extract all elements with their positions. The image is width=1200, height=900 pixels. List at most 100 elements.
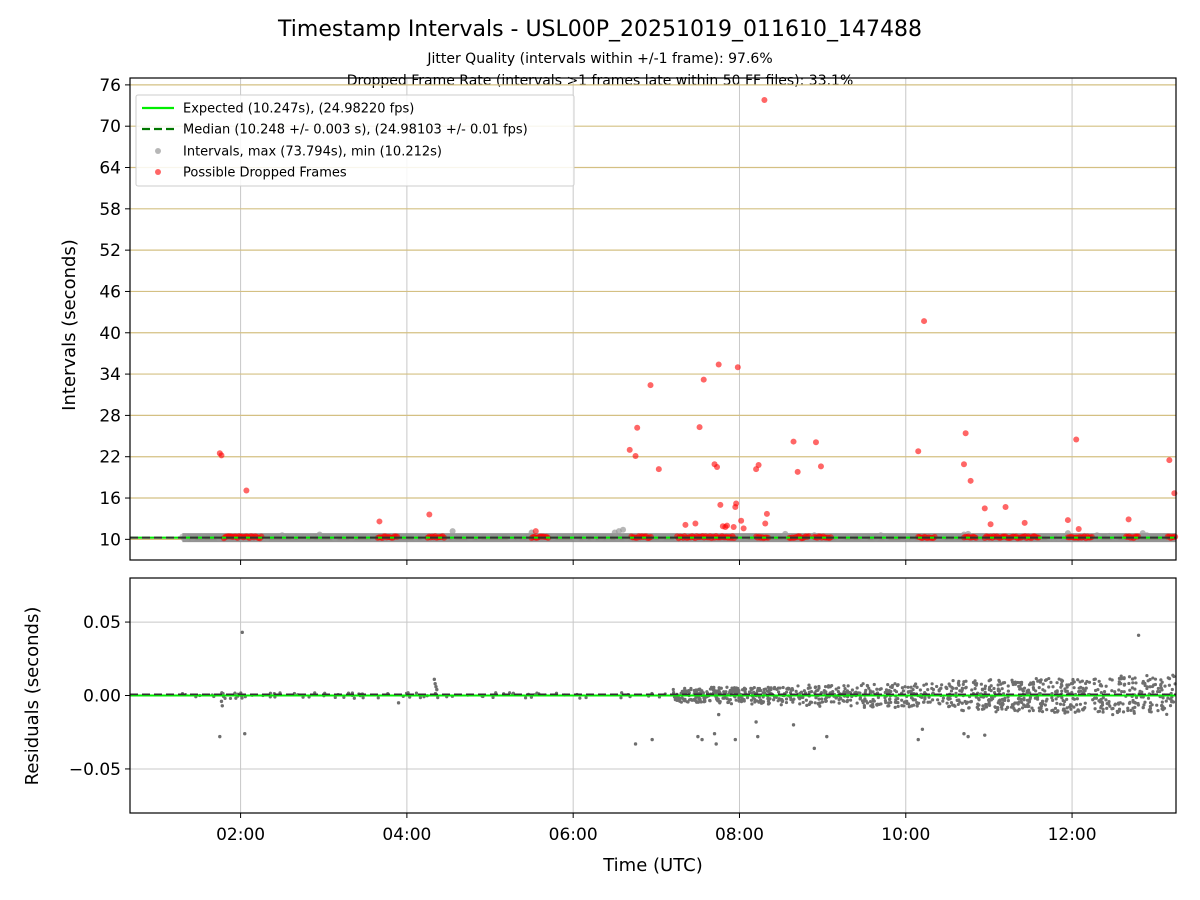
residual-point [823,691,827,695]
residual-point [893,700,898,704]
residual-point [578,696,582,700]
residual-point [1093,707,1097,711]
residual-point [845,700,849,704]
residual-point [1020,706,1025,710]
residual-point [1077,686,1081,690]
residual-point [1000,687,1004,691]
residual-point [998,698,1002,702]
residual-point [1105,701,1109,706]
residual-point [1045,708,1049,712]
dropped-frame-point [714,464,721,471]
residual-point [886,683,890,687]
residual-point [814,689,818,693]
residual-point [974,683,978,687]
residual-point [1038,680,1042,684]
residual-point [1145,685,1149,689]
residual-point [947,705,951,709]
residual-point [756,734,760,739]
residual-point [998,702,1002,706]
residual-point [820,700,825,704]
residual-point [1069,681,1074,686]
residual-point [837,686,841,690]
residual-point [957,679,961,683]
residual-point [938,687,942,691]
residual-point [1143,681,1147,686]
dropped-frame-point [763,510,770,517]
residual-point [896,704,900,708]
residual-point [1133,676,1137,680]
x-axis-label: Time (UTC) [602,855,703,876]
residual-point [875,702,879,707]
residual-point [766,685,770,689]
residual-point [983,684,988,688]
residual-point [775,687,779,691]
residual-point [997,679,1002,684]
residual-point [1070,691,1074,695]
residual-point [846,691,850,695]
residual-point [808,700,813,704]
residual-point [971,680,976,685]
residual-point [900,686,904,690]
residual-point [1055,689,1059,693]
residual-point [1022,686,1027,690]
residual-point [1002,680,1007,685]
residual-point [996,683,1000,687]
residual-point [789,697,793,702]
residual-point [818,704,822,708]
residual-point [686,700,690,704]
dropped-frame-point [734,364,741,371]
residual-point [734,698,738,702]
interval-point [412,533,419,540]
interval-point [945,533,952,540]
dropped-frame-point [921,318,928,325]
residual-point [1172,674,1176,679]
residual-point [220,704,224,708]
residual-point [928,700,932,704]
residual-point [1146,696,1151,700]
residual-point [1051,685,1055,689]
residual-point [804,698,808,702]
dropped-frame-point [1064,517,1071,524]
residual-point [1016,680,1020,685]
residual-point [1132,709,1136,714]
intervals-y-tick-label: 22 [99,448,121,468]
residual-point [396,701,401,705]
residual-point [887,704,891,708]
dropped-frame-point [717,501,724,508]
residual-point [1122,677,1126,681]
residual-point [650,737,654,742]
residual-point [801,700,805,705]
dropped-frame-point [762,520,769,527]
residual-point [879,687,883,691]
residual-point [730,690,735,694]
residual-point [1044,678,1049,682]
residual-point [1081,687,1085,691]
residual-point [1102,690,1107,694]
dropped-frame-point [692,520,699,527]
residual-point [915,704,919,708]
residual-point [906,685,910,689]
residual-point [784,697,789,701]
residual-point [1148,685,1152,689]
residual-point [1136,633,1141,637]
residual-point [969,699,974,704]
residual-point [767,701,771,705]
residual-point [361,696,365,700]
legend-expected-label: Expected (10.247s), (24.98220 fps) [183,102,414,117]
residual-point [1087,680,1092,684]
residual-point [954,686,959,690]
residual-point [737,688,741,693]
residual-point [1167,683,1171,687]
residual-point [832,700,836,704]
residual-point [762,691,767,695]
residual-point [826,684,831,688]
residual-point [964,685,968,689]
residual-point [1040,709,1045,714]
residual-point [916,737,920,742]
residual-point [1075,703,1079,707]
residual-point [1060,679,1064,684]
residual-point [708,698,712,703]
dropped-frame-point [1075,526,1082,533]
residual-point [846,684,850,688]
residual-point [777,697,781,701]
